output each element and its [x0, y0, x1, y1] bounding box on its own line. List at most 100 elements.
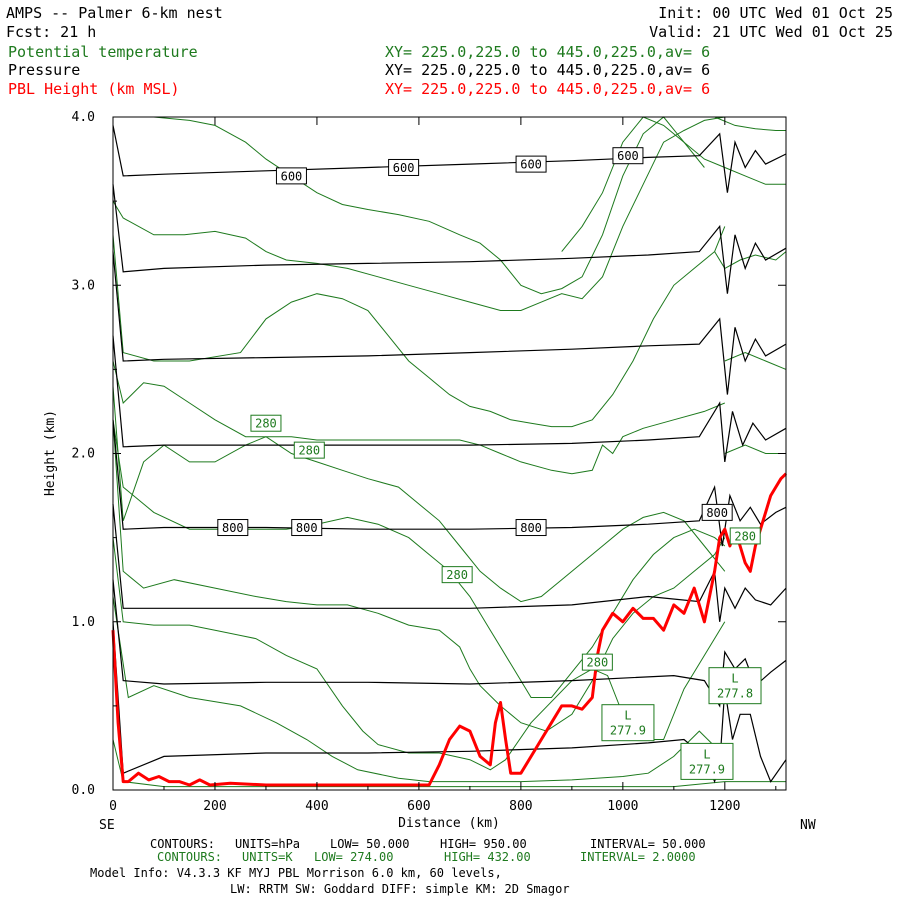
low-marker-box: [680, 742, 734, 780]
pressure-label-800-5: 800: [217, 519, 249, 537]
pressure-contour-650: [112, 184, 787, 294]
pressure-label-800-7-text: 800: [520, 521, 542, 535]
x-tick-label-400: 400: [305, 799, 328, 814]
contour-labels: 600 600 600 600 800 800 800 800 280 280 280 280 280 L…: [217, 147, 762, 780]
theta-label-280-1-box: [250, 414, 282, 432]
pressure-label-800-7-box: [515, 519, 547, 537]
pbl-height-line: [111, 472, 788, 787]
x-tick-label-200: 200: [203, 799, 226, 814]
theta-label-280-3: 280: [441, 566, 473, 584]
legend-theta-label: Potential temperature: [8, 43, 198, 61]
theta-contours-label: CONTOURS:: [157, 850, 222, 864]
legend-pressure-label: Pressure: [8, 61, 80, 79]
low-letter: L: [624, 709, 631, 723]
pressure-label-600-4-text: 600: [617, 149, 639, 163]
theta-label-280-5-box: [729, 527, 761, 545]
y-axis-label: Height (km): [43, 410, 58, 496]
nw-label: NW: [800, 818, 816, 833]
model-info: Model Info: V4.3.3 KF MYJ PBL Morrison 6…: [90, 866, 502, 880]
y-tick-label-1: 1.0: [72, 615, 95, 630]
low-letter: L: [703, 747, 710, 761]
pressure-units: UNITS=hPa: [235, 837, 300, 851]
pressure-high: HIGH= 950.00: [440, 837, 527, 851]
theta-contour-13: [714, 251, 787, 270]
pressure-label-800-8-text: 800: [706, 506, 728, 520]
low-marker-box: [708, 667, 762, 705]
plot-frame: [112, 116, 787, 791]
pressure-label-600-4: 600: [612, 147, 644, 165]
theta-label-280-2: 280: [293, 441, 325, 459]
theta-label-280-4-text: 280: [587, 656, 609, 670]
theta-label-280-2-box: [293, 441, 325, 459]
pressure-label-600-2-box: [388, 158, 420, 176]
pressure-label-800-5-text: 800: [222, 521, 244, 535]
init-time: Init: 00 UTC Wed 01 Oct 25: [658, 4, 893, 22]
theta-label-280-4-box: [581, 653, 613, 671]
x-tick-label-1000: 1000: [607, 799, 638, 814]
pressure-label-600-1-text: 600: [281, 169, 303, 183]
pressure-label-600-4-box: [612, 147, 644, 165]
low-letter: L: [731, 672, 738, 686]
y-tick-label-4: 4.0: [72, 110, 95, 125]
pressure-label-600-1: 600: [275, 167, 307, 185]
pressure-label-600-3: 600: [515, 155, 547, 173]
theta-contour-11: [561, 116, 786, 252]
theta-contour-6: [112, 386, 726, 603]
y-tick-label-2: 2.0: [72, 447, 95, 462]
pressure-label-600-2-text: 600: [393, 161, 415, 175]
theta-label-280-5-text: 280: [734, 529, 756, 543]
pressure-label-800-6-box: [291, 519, 323, 537]
pressure-label-600-2: 600: [388, 158, 420, 176]
theta-contour-2: [112, 596, 726, 783]
theta-contour-12: [714, 116, 786, 131]
pressure-low: LOW= 50.000: [330, 837, 409, 851]
pressure-label-800-8: 800: [701, 503, 733, 521]
pressure-contour-750: [112, 335, 787, 462]
pressure-label-800-7: 800: [515, 519, 547, 537]
x-axis-label: Distance (km): [398, 816, 500, 831]
low-value: 277.8: [717, 687, 753, 701]
axes: 0 200 400 600 800 1000 1200 0.0 1.0 2.0 3.0 4.0: [72, 110, 786, 814]
x-tick-label-800: 800: [509, 799, 532, 814]
theta-contours: [112, 116, 787, 788]
theta-contour-7: [112, 360, 725, 475]
y-tick-label-3: 3.0: [72, 278, 95, 293]
pressure-label-800-5-box: [217, 519, 249, 537]
pressure-label-600-3-box: [515, 155, 547, 173]
pressure-label-800-8-box: [701, 503, 733, 521]
pressure-interval: INTERVAL= 50.000: [590, 837, 706, 851]
theta-contour-info: CONTOURS: UNITS=K LOW= 274.00 HIGH= 432.…: [157, 850, 696, 864]
pbl-height-series: [111, 472, 788, 787]
x-tick-label-1200: 1200: [709, 799, 740, 814]
pressure-contours: [112, 125, 787, 784]
theta-high: HIGH= 432.00: [444, 850, 531, 864]
forecast-hour: Fcst: 21 h: [6, 23, 96, 41]
pressure-label-600-3-text: 600: [520, 158, 542, 172]
theta-contour-10: [123, 116, 705, 295]
theta-label-280-1: 280: [250, 414, 282, 432]
legend-pressure-xy: XY= 225.0,225.0 to 445.0,225.0,av= 6: [385, 61, 710, 79]
theta-units: UNITS=K: [242, 850, 293, 864]
pressure-label-800-6-text: 800: [296, 521, 318, 535]
theta-interval: INTERVAL= 2.0000: [580, 850, 696, 864]
theta-contour-9: [112, 116, 725, 311]
legend-pbl-xy: XY= 225.0,225.0 to 445.0,225.0,av= 6: [385, 80, 710, 98]
theta-contour-15: [724, 444, 786, 454]
theta-low: LOW= 274.00: [314, 850, 393, 864]
physics-info: LW: RRTM SW: Goddard DIFF: simple KM: 2D…: [230, 882, 570, 896]
pressure-contour-800: [112, 419, 787, 547]
theta-contour-8: [112, 226, 726, 428]
theta-contour-14: [724, 352, 787, 370]
x-tick-label-0: 0: [109, 799, 117, 814]
pressure-contour-700: [112, 251, 787, 395]
low-marker-box: [601, 704, 655, 742]
pressure-label-800-6: 800: [291, 519, 323, 537]
y-tick-label-0: 0.0: [72, 783, 95, 798]
pressure-label-600-1-box: [275, 167, 307, 185]
theta-label-280-3-text: 280: [446, 568, 468, 582]
legend-pbl-label: PBL Height (km MSL): [8, 80, 180, 98]
